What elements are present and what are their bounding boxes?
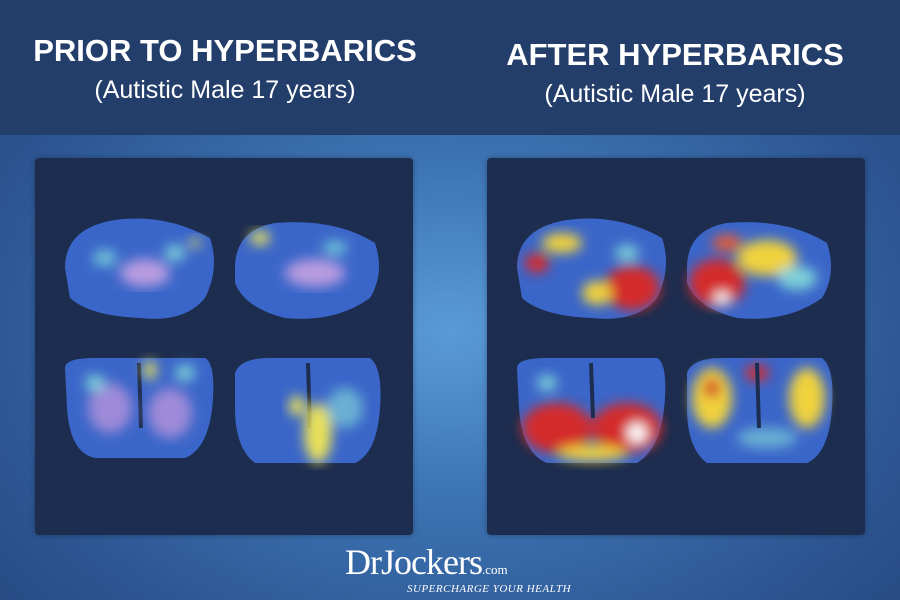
- brain-left-lateral: [65, 218, 214, 319]
- before-scan-panel: [35, 158, 413, 535]
- brain-right-lateral: [235, 222, 379, 319]
- before-brain-scans: [65, 218, 381, 463]
- brain-posterior-right: [687, 358, 833, 463]
- header-band: [0, 0, 900, 135]
- brain-posterior-left: [65, 358, 214, 458]
- left-title: PRIOR TO HYPERBARICS: [33, 33, 417, 68]
- right-title: AFTER HYPERBARICS: [506, 37, 844, 72]
- brain-left-lateral: [517, 218, 666, 319]
- logo-wordmark: DrJockers.com: [345, 544, 575, 580]
- right-subtitle: (Autistic Male 17 years): [544, 80, 806, 108]
- brain-posterior-right: [235, 358, 381, 463]
- brain-right-lateral: [687, 222, 831, 319]
- logo-tagline: SUPERCHARGE YOUR HEALTH: [407, 583, 572, 595]
- after-brain-scans: [517, 218, 833, 463]
- logo-name: DrJockers: [345, 542, 483, 582]
- brain-posterior-left: [517, 358, 666, 463]
- logo-domain: .com: [481, 562, 508, 577]
- after-scan-panel: [487, 158, 865, 535]
- drjockers-logo: DrJockers.com SUPERCHARGE YOUR HEALTH: [345, 544, 575, 600]
- left-subtitle: (Autistic Male 17 years): [94, 76, 356, 104]
